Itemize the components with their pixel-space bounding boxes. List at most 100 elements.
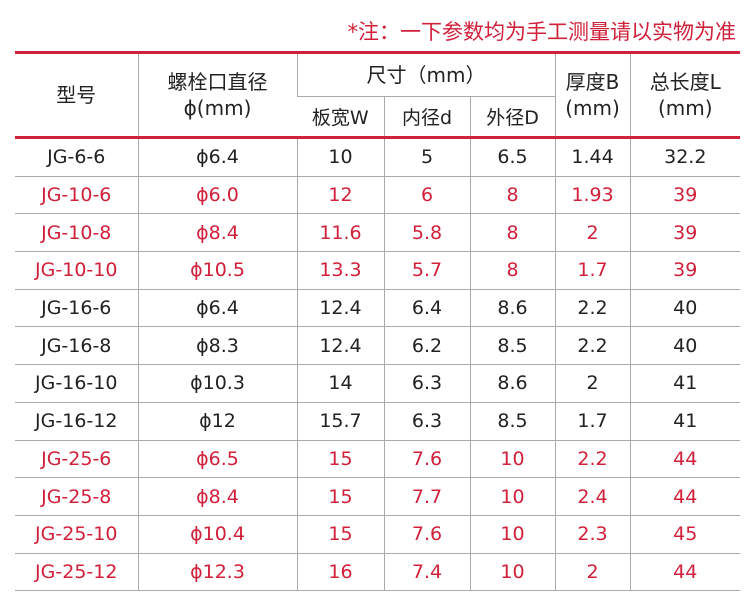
cell-length: 39: [629, 176, 741, 215]
table-row: JG-16-12 ϕ12 15.7 6.3 8.5 1.7 41: [15, 402, 741, 441]
cell-model: JG-10-10: [15, 251, 138, 290]
cell-inner-diameter: 7.6: [383, 515, 470, 554]
table-row: JG-16-6 ϕ6.4 12.4 6.4 8.6 2.2 40: [15, 289, 741, 328]
header-thick-line2: (mm): [565, 96, 620, 120]
cell-thickness: 2.2: [554, 289, 631, 328]
cell-outer-diameter: 8.5: [469, 326, 556, 366]
cell-inner-diameter: 6.3: [383, 402, 470, 441]
header-width: 板宽W: [297, 96, 384, 139]
cell-outer-diameter: 10: [469, 440, 556, 479]
cell-outer-diameter: 10: [469, 515, 556, 554]
cell-length: 40: [629, 289, 741, 328]
header-size: 尺寸（mm）: [296, 51, 556, 97]
header-bolt-diameter: 螺栓口直径 ϕ(mm): [137, 51, 297, 139]
table-row: JG-16-8 ϕ8.3 12.4 6.2 8.5 2.2 40: [15, 326, 741, 366]
table-row: JG-6-6 ϕ6.4 10 5 6.5 1.44 32.2: [15, 137, 741, 177]
header-model-label: 型号: [56, 83, 97, 107]
cell-inner-diameter: 6.3: [383, 364, 470, 403]
cell-inner-diameter: 7.6: [383, 440, 470, 479]
cell-inner-diameter: 6: [383, 176, 470, 215]
table-row: JG-16-10 ϕ10.3 14 6.3 8.6 2 41: [15, 364, 741, 403]
cell-model: JG-16-10: [15, 364, 138, 403]
cell-width: 14: [296, 364, 384, 403]
cell-outer-diameter: 10: [469, 477, 556, 516]
cell-model: JG-16-12: [15, 402, 138, 441]
cell-model: JG-16-6: [15, 289, 138, 328]
cell-bolt-diameter: ϕ6.5: [137, 440, 297, 479]
cell-thickness: 1.7: [554, 402, 631, 441]
cell-width: 11.6: [296, 213, 384, 253]
header-length-line2: (mm): [657, 96, 713, 120]
cell-width: 12: [296, 176, 384, 215]
cell-length: 44: [629, 477, 741, 516]
cell-inner-diameter: 7.4: [383, 553, 470, 592]
cell-bolt-diameter: ϕ6.0: [137, 176, 297, 215]
spec-table: 型号 螺栓口直径 ϕ(mm) 尺寸（mm） 厚度B (mm) 总长度L (mm) 板宽…: [15, 51, 741, 592]
cell-model: JG-10-8: [15, 213, 138, 253]
cell-bolt-diameter: ϕ6.4: [137, 289, 297, 328]
table-row: JG-25-12 ϕ12.3 16 7.4 10 2 44: [15, 553, 741, 592]
cell-width: 15: [296, 477, 384, 516]
cell-width: 15: [296, 515, 384, 554]
cell-width: 16: [296, 553, 384, 592]
cell-model: JG-10-6: [15, 176, 138, 215]
cell-model: JG-25-8: [15, 477, 138, 516]
header-model: 型号: [15, 51, 138, 139]
cell-inner-diameter: 7.7: [383, 477, 470, 516]
cell-width: 13.3: [296, 251, 384, 290]
cell-model: JG-25-12: [15, 553, 138, 592]
cell-length: 39: [629, 213, 741, 253]
cell-inner-diameter: 6.2: [383, 326, 470, 366]
cell-width: 12.4: [296, 289, 384, 328]
cell-outer-diameter: 8: [469, 213, 556, 253]
cell-thickness: 2.4: [554, 477, 631, 516]
header-length-line1: 总长度L: [649, 70, 721, 94]
cell-outer-diameter: 8: [469, 176, 556, 215]
cell-length: 41: [629, 364, 741, 403]
header-outer-diameter: 外径D: [469, 96, 556, 139]
header-length: 总长度L (mm): [629, 51, 741, 139]
cell-model: JG-6-6: [15, 137, 138, 177]
cell-thickness: 2: [554, 553, 631, 592]
cell-bolt-diameter: ϕ12.3: [137, 553, 297, 592]
cell-bolt-diameter: ϕ12: [137, 402, 297, 441]
cell-outer-diameter: 8: [469, 251, 556, 290]
cell-thickness: 2: [554, 364, 631, 403]
header-thickness: 厚度B (mm): [554, 51, 631, 139]
cell-length: 39: [629, 251, 741, 290]
cell-bolt-diameter: ϕ10.5: [137, 251, 297, 290]
cell-thickness: 1.44: [554, 137, 631, 177]
cell-bolt-diameter: ϕ8.4: [137, 477, 297, 516]
header-bolt-line1: 螺栓口直径: [167, 70, 268, 94]
cell-thickness: 1.7: [554, 251, 631, 290]
cell-inner-diameter: 5.7: [383, 251, 470, 290]
cell-thickness: 2.2: [554, 440, 631, 479]
cell-bolt-diameter: ϕ10.4: [137, 515, 297, 554]
cell-width: 10: [296, 137, 384, 177]
cell-outer-diameter: 8.6: [469, 364, 556, 403]
cell-bolt-diameter: ϕ10.3: [137, 364, 297, 403]
cell-model: JG-25-10: [15, 515, 138, 554]
table-row: JG-10-10 ϕ10.5 13.3 5.7 8 1.7 39: [15, 251, 741, 290]
cell-outer-diameter: 8.5: [469, 402, 556, 441]
cell-thickness: 2: [554, 213, 631, 253]
cell-bolt-diameter: ϕ8.4: [137, 213, 297, 253]
cell-width: 15: [296, 440, 384, 479]
header-thick-line1: 厚度B: [565, 70, 620, 94]
cell-bolt-diameter: ϕ8.3: [137, 326, 297, 366]
cell-thickness: 1.93: [554, 176, 631, 215]
cell-model: JG-25-6: [15, 440, 138, 479]
cell-inner-diameter: 5.8: [383, 213, 470, 253]
cell-inner-diameter: 6.4: [383, 289, 470, 328]
cell-thickness: 2.2: [554, 326, 631, 366]
table-row: JG-25-10 ϕ10.4 15 7.6 10 2.3 45: [15, 515, 741, 554]
cell-length: 44: [629, 553, 741, 592]
cell-bolt-diameter: ϕ6.4: [137, 137, 297, 177]
cell-width: 15.7: [296, 402, 384, 441]
cell-thickness: 2.3: [554, 515, 631, 554]
table-row: JG-25-6 ϕ6.5 15 7.6 10 2.2 44: [15, 440, 741, 479]
cell-width: 12.4: [296, 326, 384, 366]
cell-length: 45: [629, 515, 741, 554]
cell-outer-diameter: 10: [469, 553, 556, 592]
header-bolt-line2: ϕ(mm): [183, 96, 252, 120]
